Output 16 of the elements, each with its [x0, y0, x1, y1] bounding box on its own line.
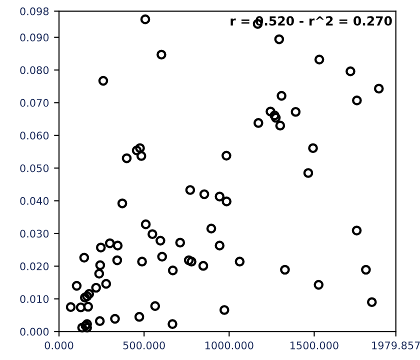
y-tick-label: 0.060	[20, 132, 49, 140]
x-tick-label: 1979.857	[372, 341, 420, 350]
y-tick-label: 0.080	[20, 66, 49, 74]
y-tick-label: 0.070	[20, 98, 49, 107]
y-tick-label: 0.030	[20, 230, 49, 238]
x-tick-label: 1000.000	[205, 341, 254, 350]
y-tick-label: 0.040	[20, 197, 49, 205]
y-tick-label: 0.090	[20, 34, 49, 42]
x-tick-label: 1500.000	[290, 341, 338, 350]
y-tick-label: 0.020	[20, 262, 49, 270]
x-tick-label: 500.000	[123, 341, 165, 350]
y-tick-label: 0.098	[20, 7, 49, 16]
y-tick-label: 0.010	[20, 295, 49, 303]
y-tick-label: 0.050	[20, 164, 49, 172]
y-tick-label: 0.000	[20, 328, 49, 336]
x-tick-label: 0.000	[44, 341, 74, 350]
